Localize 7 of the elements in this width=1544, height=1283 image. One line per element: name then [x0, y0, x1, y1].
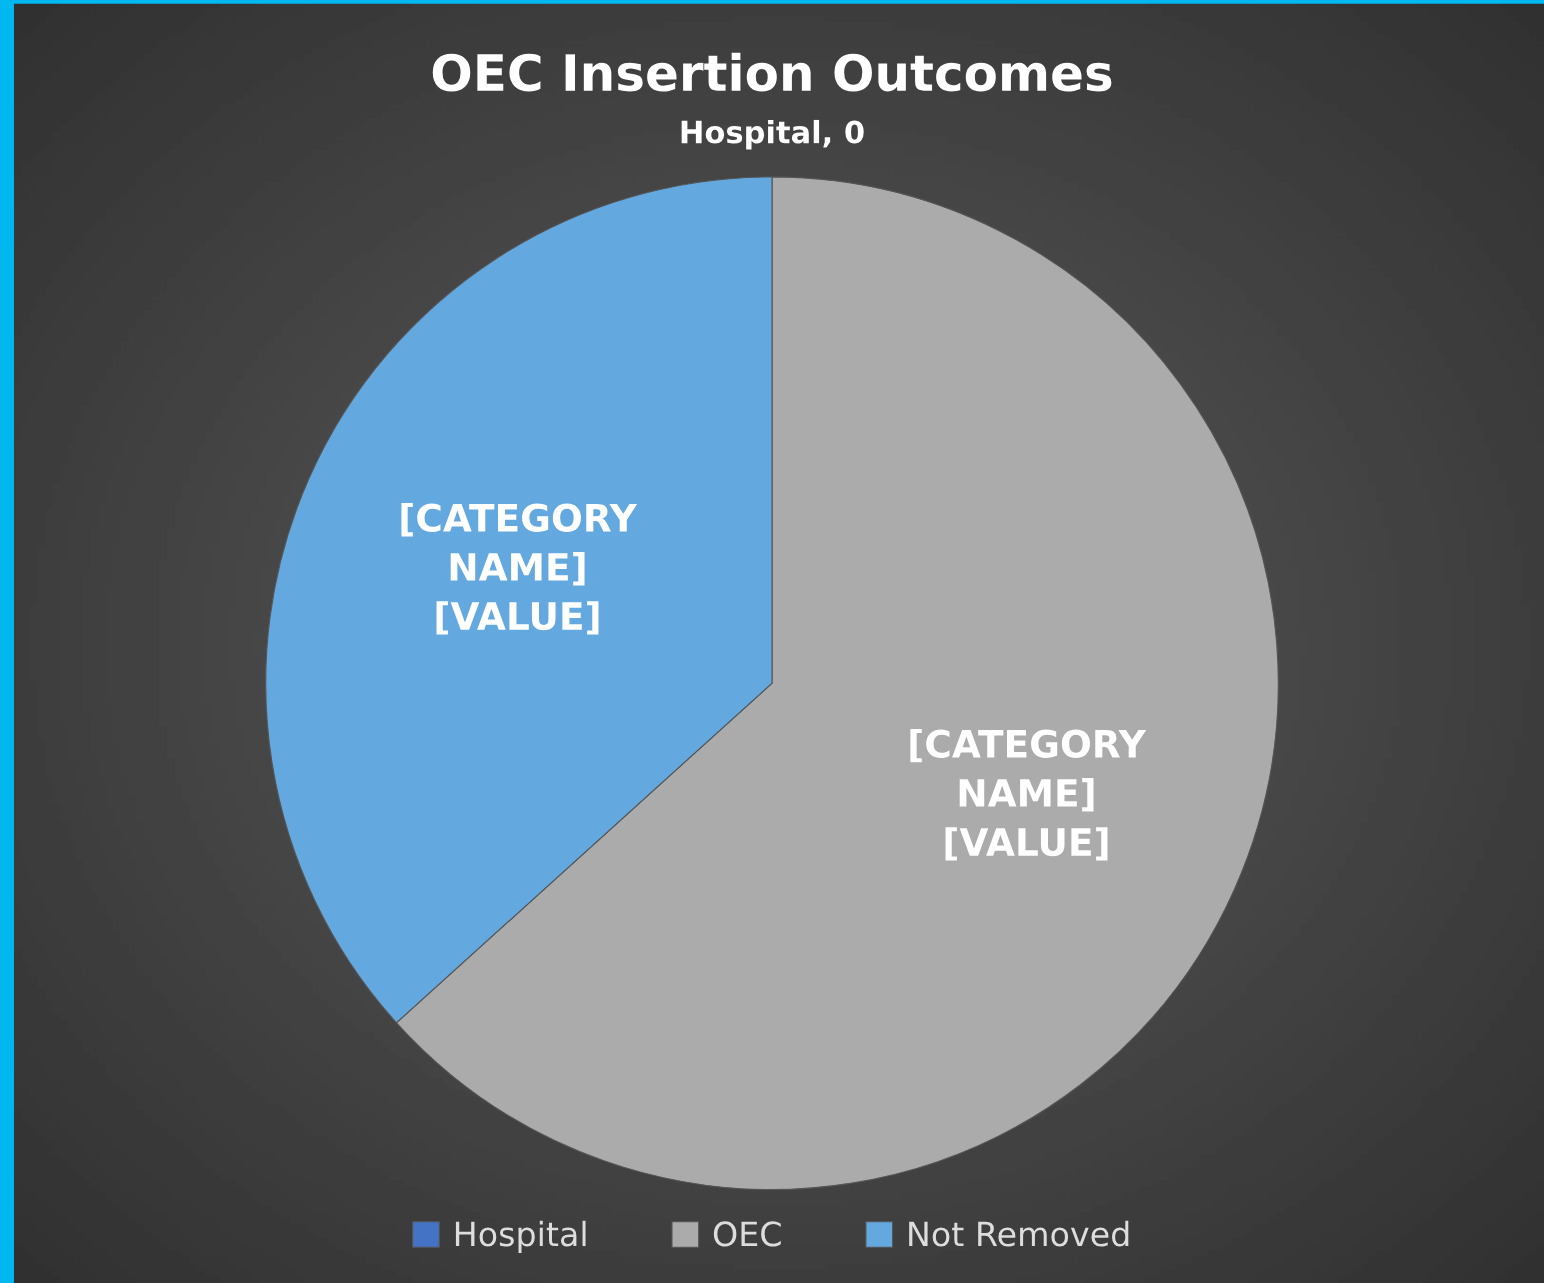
legend-label: OEC [713, 1221, 781, 1247]
data-label: [CATEGORY NAME] [VALUE] [401, 502, 638, 635]
legend-label: Hospital [455, 1220, 586, 1253]
data-label: [CATEGORY NAME] [VALUE] [910, 728, 1147, 861]
legend-label: Not Removed [909, 1220, 1129, 1247]
text: Hospital, 0 [681, 119, 864, 150]
chart-title: OEC Insertion Outcomes [432, 52, 1112, 92]
